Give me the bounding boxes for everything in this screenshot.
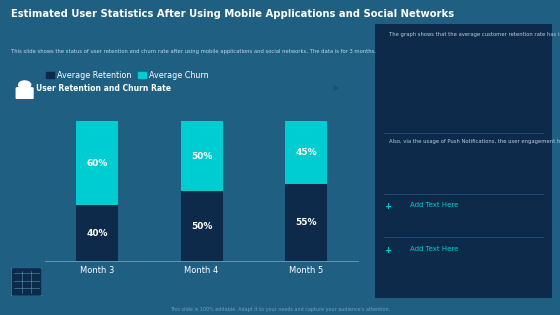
Bar — [285, 184, 327, 261]
Text: 60%: 60% — [86, 159, 108, 168]
Bar — [76, 205, 118, 261]
Text: 40%: 40% — [86, 229, 108, 238]
FancyBboxPatch shape — [16, 87, 34, 99]
Bar — [181, 121, 222, 191]
Bar — [285, 121, 327, 184]
Text: This slide is 100% editable. Adapt it to your needs and capture your audience's : This slide is 100% editable. Adapt it to… — [170, 307, 390, 312]
Text: Also, via the usage of Push Notifications, the user engagement has increased by : Also, via the usage of Push Notification… — [389, 139, 560, 144]
Circle shape — [18, 81, 31, 89]
Text: +: + — [384, 202, 391, 211]
FancyBboxPatch shape — [11, 268, 42, 296]
Legend: Average Retention, Average Churn: Average Retention, Average Churn — [43, 68, 212, 83]
Text: Estimated User Statistics After Using Mobile Applications and Social Networks: Estimated User Statistics After Using Mo… — [11, 9, 454, 20]
FancyBboxPatch shape — [368, 13, 559, 309]
Bar — [181, 191, 222, 261]
Bar — [76, 121, 118, 205]
Text: Add Text Here: Add Text Here — [410, 246, 459, 252]
Text: +: + — [384, 246, 391, 255]
FancyArrowPatch shape — [16, 85, 339, 91]
Text: 45%: 45% — [295, 148, 317, 157]
Text: 50%: 50% — [191, 152, 212, 161]
Text: 50%: 50% — [191, 222, 212, 231]
Text: 55%: 55% — [295, 218, 317, 227]
Text: This slide shows the status of user retention and churn rate after using mobile : This slide shows the status of user rete… — [11, 49, 376, 54]
Text: Add Text Here: Add Text Here — [410, 202, 459, 208]
Text: The graph shows that the average customer retention rate has increased eventuall: The graph shows that the average custome… — [389, 32, 560, 37]
Text: User Retention and Churn Rate: User Retention and Churn Rate — [36, 84, 171, 93]
